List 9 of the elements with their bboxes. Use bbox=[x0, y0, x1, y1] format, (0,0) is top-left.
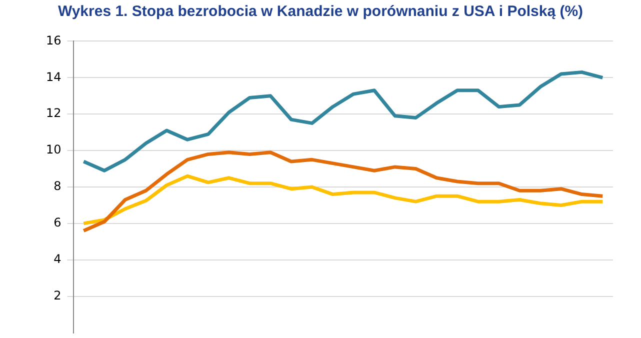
y-tick-label: 8 bbox=[54, 179, 62, 194]
y-tick-label: 6 bbox=[54, 216, 62, 230]
y-tick-label: 10 bbox=[46, 142, 62, 157]
y-tick-label: 4 bbox=[54, 252, 62, 266]
y-tick-label: 12 bbox=[46, 106, 62, 120]
y-tick-label: 2 bbox=[54, 288, 62, 302]
y-tick-label: 14 bbox=[46, 70, 62, 84]
chart-title: Wykres 1. Stopa bezrobocia w Kanadzie w porównaniu z USA i Polską (%) bbox=[56, 2, 584, 22]
y-tick-label: 16 bbox=[46, 33, 62, 48]
